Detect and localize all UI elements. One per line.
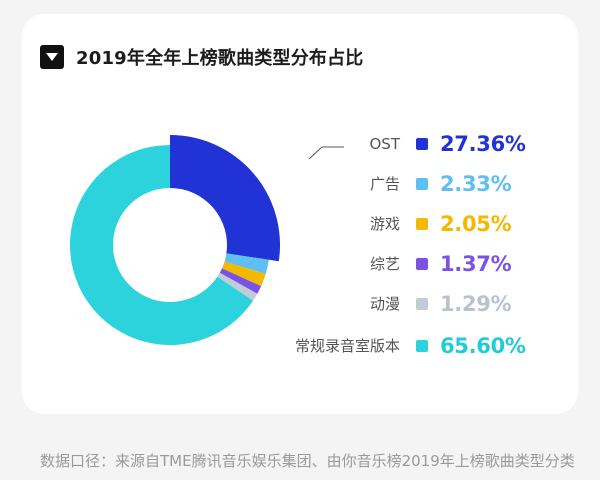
ost-leader-line <box>308 146 344 160</box>
donut-slice <box>221 261 266 287</box>
donut-slice <box>224 253 269 275</box>
chart-title: 2019年全年上榜歌曲类型分布占比 <box>76 48 364 69</box>
donut-slice <box>219 268 262 294</box>
source-note: 数据口径：来源自TME腾讯音乐娱乐集团、由你音乐榜2019年上榜歌曲类型分类 <box>40 452 575 470</box>
donut-slice <box>217 272 258 301</box>
chart-header: 2019年全年上榜歌曲类型分布占比 <box>40 44 364 70</box>
caret-down-icon <box>40 45 64 69</box>
donut-slice <box>170 135 280 262</box>
donut-slice <box>69 145 254 345</box>
